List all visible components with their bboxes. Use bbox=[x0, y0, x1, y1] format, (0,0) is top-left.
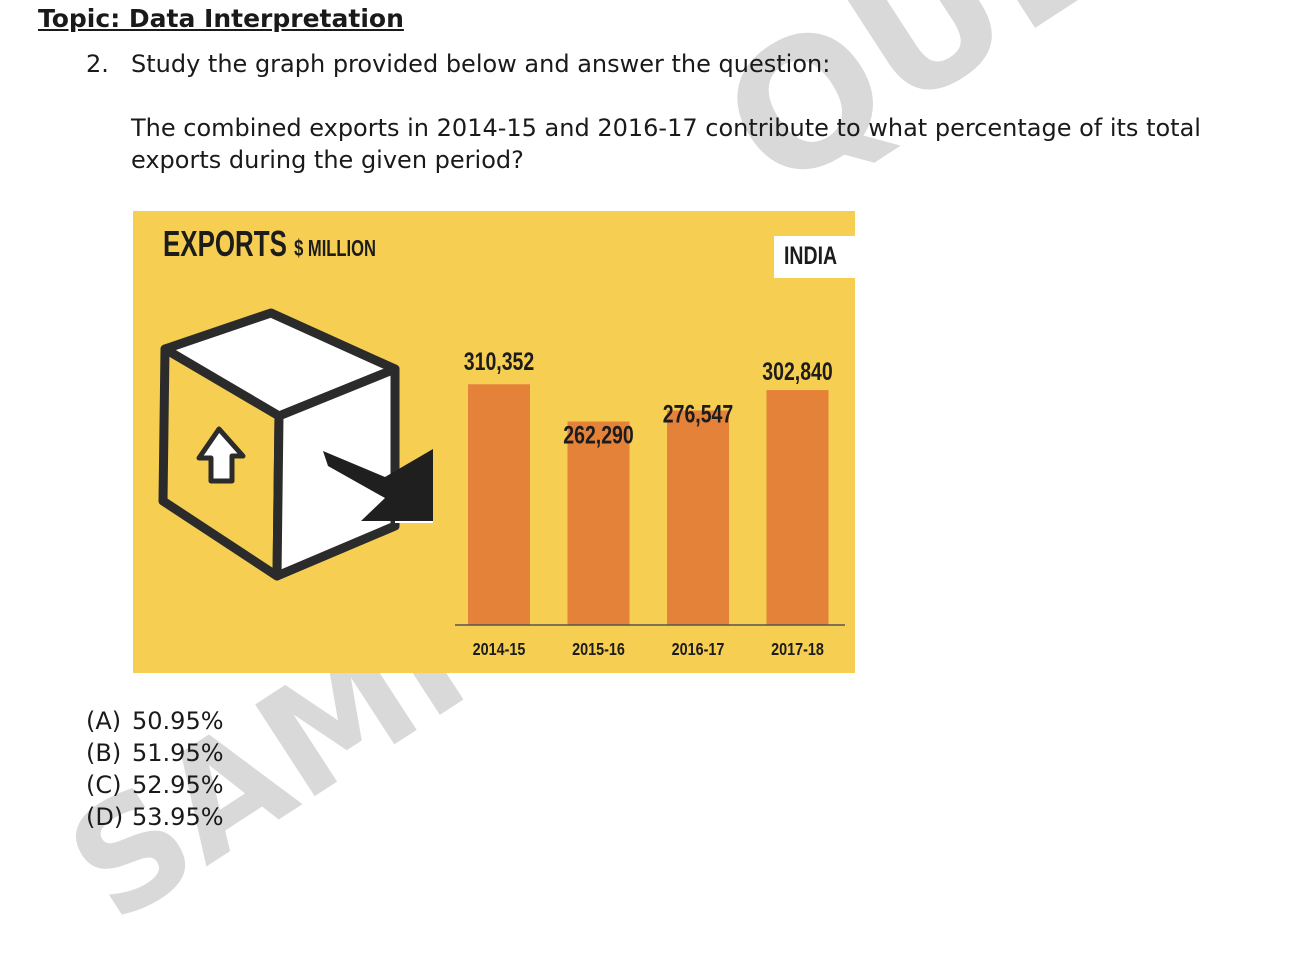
category-label: 2017-18 bbox=[771, 640, 824, 660]
india-tag-label: INDIA bbox=[784, 242, 838, 270]
topic-heading: Topic: Data Interpretation bbox=[38, 4, 404, 33]
category-label: 2014-15 bbox=[473, 640, 526, 660]
chart-title: EXPORTS $ MILLION bbox=[163, 223, 376, 265]
question-prompt: Study the graph provided below and answe… bbox=[131, 50, 831, 78]
question-body: The combined exports in 2014-15 and 2016… bbox=[131, 114, 1201, 174]
bar-2017-18 bbox=[766, 390, 829, 625]
option-letter: (C) bbox=[86, 771, 122, 799]
bar-chart: 310,352 2014-15 262,290 2015-16 276,547 2016-… bbox=[455, 348, 845, 659]
export-box-illustration: 310,352 2014-15 262,290 2015-16 276,547 2016-… bbox=[158, 308, 845, 659]
option-text: 52.95% bbox=[132, 771, 224, 799]
option-letter: (A) bbox=[86, 707, 122, 735]
bar-2014-15 bbox=[468, 384, 530, 625]
chart-unit: $ MILLION bbox=[294, 235, 376, 261]
option-a[interactable]: (A) 50.95% bbox=[86, 705, 224, 737]
arrow-right-icon bbox=[323, 449, 433, 521]
chart-title-text: EXPORTS bbox=[163, 223, 287, 264]
arrow-up-icon bbox=[196, 426, 246, 484]
option-d[interactable]: (D) 53.95% bbox=[86, 801, 224, 833]
bar-2016-17 bbox=[667, 410, 729, 625]
value-label: 276,547 bbox=[663, 400, 733, 428]
category-label: 2015-16 bbox=[572, 640, 625, 660]
option-b[interactable]: (B) 51.95% bbox=[86, 737, 224, 769]
value-label: 310,352 bbox=[464, 348, 534, 376]
option-letter: (D) bbox=[86, 803, 124, 831]
india-tag: INDIA bbox=[774, 236, 855, 278]
option-text: 50.95% bbox=[132, 707, 224, 735]
value-label: 262,290 bbox=[563, 421, 633, 449]
exports-chart-panel: EXPORTS $ MILLION INDIA 310,352 2014-15 26… bbox=[133, 211, 855, 673]
question-number: 2. bbox=[86, 50, 109, 78]
option-text: 51.95% bbox=[132, 739, 224, 767]
value-label: 302,840 bbox=[762, 358, 832, 386]
option-text: 53.95% bbox=[132, 803, 224, 831]
option-c[interactable]: (C) 52.95% bbox=[86, 769, 224, 801]
box-icon bbox=[158, 308, 433, 581]
answer-options: (A) 50.95% (B) 51.95% (C) 52.95% (D) 53.95% bbox=[86, 705, 224, 833]
category-label: 2016-17 bbox=[672, 640, 725, 660]
option-letter: (B) bbox=[86, 739, 122, 767]
bar-2015-16 bbox=[567, 421, 630, 625]
